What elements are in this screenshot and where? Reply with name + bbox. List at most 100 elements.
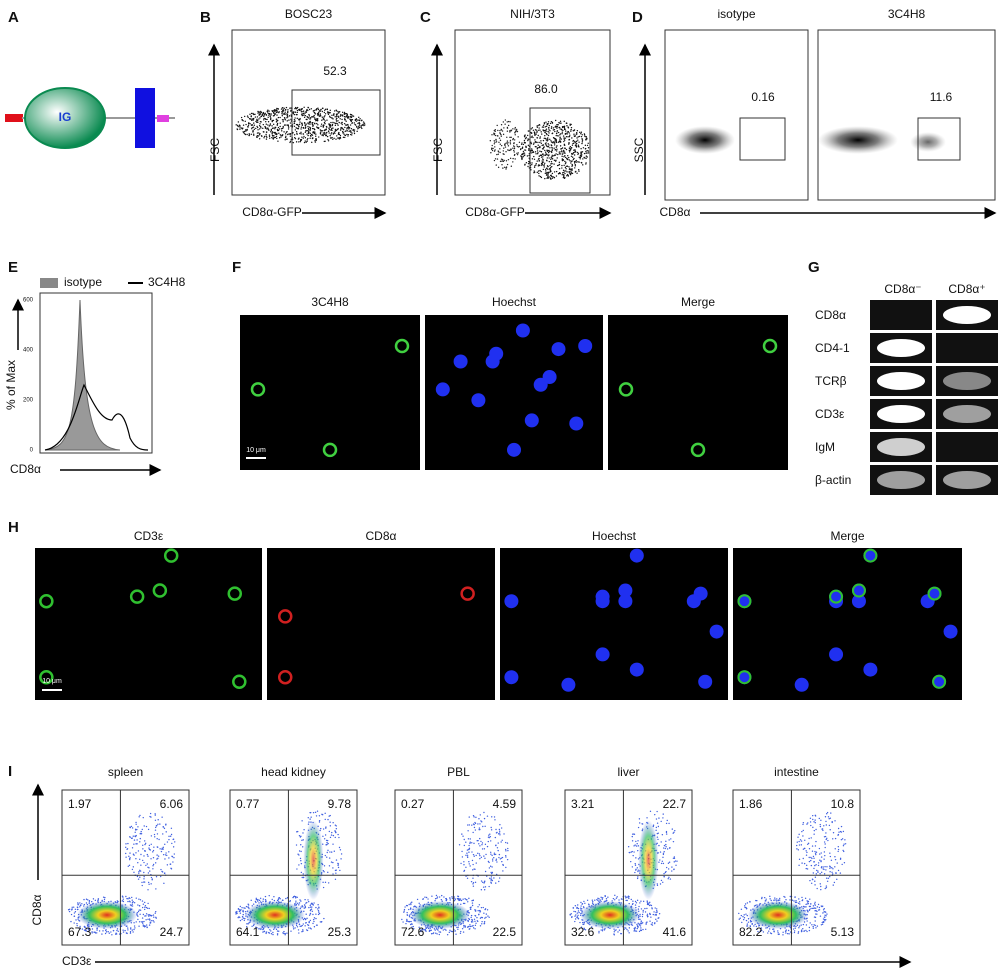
dot xyxy=(340,858,342,860)
dot xyxy=(628,927,631,929)
dot xyxy=(317,124,319,126)
label: 24.7 xyxy=(160,925,184,939)
dot xyxy=(522,150,525,153)
dot xyxy=(577,161,579,163)
dot xyxy=(302,127,305,129)
dot xyxy=(559,145,562,147)
dot xyxy=(244,120,246,123)
cell xyxy=(863,548,878,563)
dot xyxy=(632,854,634,857)
dot xyxy=(537,134,539,137)
dot xyxy=(567,175,570,177)
dot xyxy=(826,913,828,915)
dot xyxy=(266,111,269,113)
dot xyxy=(68,910,71,913)
dot xyxy=(150,876,153,879)
dot xyxy=(71,908,73,910)
dot xyxy=(842,845,845,847)
dot xyxy=(328,132,330,134)
dot xyxy=(442,929,444,931)
dot xyxy=(312,922,314,925)
dot xyxy=(469,838,471,840)
dot xyxy=(319,921,322,923)
dot xyxy=(656,920,658,922)
dot xyxy=(353,129,356,131)
dot xyxy=(111,934,113,936)
micrograph xyxy=(608,315,788,470)
dot xyxy=(484,857,486,860)
dot xyxy=(574,151,576,153)
label: CD3ε xyxy=(62,954,92,968)
dot xyxy=(245,123,247,126)
dot xyxy=(277,108,280,110)
dot xyxy=(268,135,271,138)
dot xyxy=(313,132,316,135)
dot xyxy=(295,123,298,126)
dot xyxy=(471,851,473,853)
dot xyxy=(509,139,512,142)
dot xyxy=(647,915,649,918)
dot xyxy=(317,909,320,912)
dot xyxy=(614,894,616,897)
dot xyxy=(824,846,826,849)
dot xyxy=(580,155,583,157)
dot xyxy=(341,115,344,117)
dot xyxy=(633,930,635,932)
dot xyxy=(257,129,259,131)
dot xyxy=(287,125,290,127)
dot xyxy=(467,824,469,826)
dot xyxy=(565,148,568,151)
dot xyxy=(514,126,517,129)
dot xyxy=(520,143,523,145)
dot xyxy=(460,862,462,865)
dot xyxy=(577,144,580,146)
dot xyxy=(651,922,654,924)
dot xyxy=(743,917,746,919)
dot xyxy=(304,131,307,133)
dot xyxy=(306,924,309,926)
label: 11.6 xyxy=(930,90,953,104)
dot xyxy=(256,121,258,124)
dot xyxy=(483,920,486,923)
dot xyxy=(744,905,746,907)
dot xyxy=(536,137,538,139)
dot xyxy=(798,858,801,861)
dot xyxy=(493,877,495,879)
dot xyxy=(584,135,586,138)
dot xyxy=(513,139,516,141)
dot xyxy=(553,137,556,140)
dot xyxy=(565,130,567,132)
dot xyxy=(516,144,518,146)
dot xyxy=(502,153,504,155)
dot xyxy=(324,881,327,884)
dot xyxy=(607,896,609,898)
dot xyxy=(259,125,262,128)
dot xyxy=(541,144,543,147)
dot xyxy=(810,864,813,867)
dot xyxy=(669,878,672,880)
dot xyxy=(657,917,659,919)
dot xyxy=(312,137,314,139)
dot xyxy=(338,836,340,839)
dot xyxy=(347,133,350,136)
dot xyxy=(319,113,322,115)
dot xyxy=(821,921,823,924)
dot xyxy=(576,172,578,174)
dot xyxy=(276,137,278,140)
dot xyxy=(544,131,546,134)
dot xyxy=(666,848,669,850)
dot xyxy=(316,118,318,120)
dot xyxy=(128,855,130,858)
dot xyxy=(793,900,795,902)
dot xyxy=(810,856,812,859)
dot xyxy=(456,897,459,900)
dot xyxy=(339,129,342,131)
dot xyxy=(808,848,811,850)
dot xyxy=(155,917,157,919)
dot xyxy=(481,821,483,823)
dot xyxy=(403,908,406,911)
dot xyxy=(640,922,643,925)
dot xyxy=(347,125,350,127)
dot xyxy=(350,118,352,121)
dot xyxy=(571,165,573,167)
